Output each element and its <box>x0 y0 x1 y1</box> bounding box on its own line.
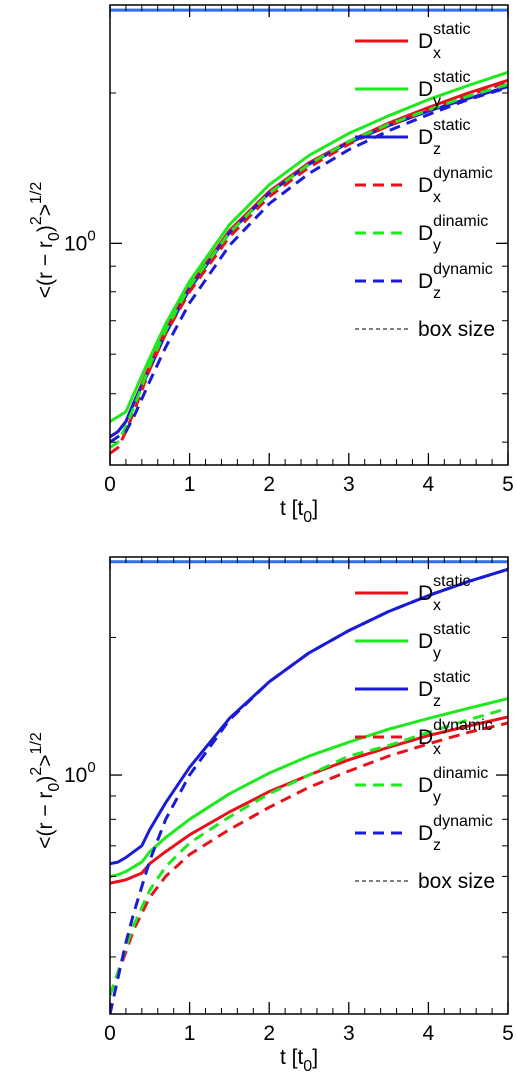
x-tick-label: 5 <box>502 1022 514 1045</box>
legend-item: Ddinamic y <box>355 765 488 806</box>
legend-label: Dstatic y <box>418 69 471 110</box>
legend-label: Ddynamic x <box>418 165 493 206</box>
x-axis-title: t [t0] <box>280 1046 318 1075</box>
y-tick-label: 100 <box>64 759 96 787</box>
legend: Dstatic x Dstatic y Dstatic z Ddynamic x Ddinami… <box>355 21 495 341</box>
plot-frame <box>109 4 509 466</box>
x-axis-title: t [t0] <box>280 497 318 526</box>
x-tick-label: 4 <box>423 473 435 496</box>
legend-label: box size <box>418 870 495 893</box>
series-line-dy-static <box>110 70 508 423</box>
legend-label: box size <box>418 318 495 341</box>
legend-item: Dstatic x <box>355 21 471 62</box>
legend-item: Dstatic z <box>355 669 471 710</box>
legend-label: Ddynamic x <box>418 717 493 758</box>
y-axis-title: <(r − r0)2>1/2 <box>28 182 63 299</box>
y-axis-title: <(r − r0)2>1/2 <box>28 732 63 849</box>
series-line-dz-dynamic <box>110 86 508 444</box>
series-line-dy-static <box>110 697 508 878</box>
x-tick-label: 1 <box>184 473 196 496</box>
x-tick-label: 2 <box>263 473 275 496</box>
x-tick-label: 1 <box>184 1022 196 1045</box>
x-tick-label: 0 <box>104 1022 116 1045</box>
x-tick-label: 3 <box>343 1022 355 1045</box>
legend-label: Ddinamic y <box>418 765 488 806</box>
legend-label: Dstatic z <box>418 669 471 710</box>
x-tick-label: 2 <box>263 1022 275 1045</box>
series-line-dz-static <box>110 567 508 866</box>
legend-item: Dstatic y <box>355 69 471 110</box>
legend-label: Dstatic z <box>418 117 471 158</box>
series-line-dz-dynamic <box>110 567 508 1014</box>
x-tick-label: 4 <box>423 1022 435 1045</box>
legend-label: Dstatic x <box>418 573 471 614</box>
series-group <box>110 8 508 455</box>
legend-item: Dstatic z <box>355 117 471 158</box>
legend-item: Ddynamic z <box>355 261 493 302</box>
series-line-dx-static <box>110 715 508 885</box>
legend-item: box size <box>355 318 495 341</box>
plot-frame <box>109 556 509 1015</box>
legend-label: Dstatic y <box>418 621 471 662</box>
legend-label: Ddynamic z <box>418 261 493 302</box>
legend-item: box size <box>355 870 495 893</box>
series-line-dx-dynamic <box>110 721 508 996</box>
legend-label: Ddynamic z <box>418 813 493 854</box>
y-tick-label: 100 <box>64 227 96 255</box>
legend-item: Ddynamic x <box>355 717 493 758</box>
legend-item: Ddynamic z <box>355 813 493 854</box>
series-group <box>110 560 508 1014</box>
legend-label: Ddinamic y <box>418 213 488 254</box>
legend-item: Dstatic y <box>355 621 471 662</box>
legend-item: Ddynamic x <box>355 165 493 206</box>
x-tick-label: 3 <box>343 473 355 496</box>
legend-item: Dstatic x <box>355 573 471 614</box>
x-tick-label: 5 <box>502 473 514 496</box>
series-line-dy-dinamic <box>110 706 508 996</box>
legend-label: Dstatic x <box>418 21 471 62</box>
x-tick-label: 0 <box>104 473 116 496</box>
legend: Dstatic x Dstatic y Dstatic z Ddynamic x Ddinami… <box>355 573 495 893</box>
series-line-dy-dinamic <box>110 83 508 449</box>
legend-item: Ddinamic y <box>355 213 488 254</box>
